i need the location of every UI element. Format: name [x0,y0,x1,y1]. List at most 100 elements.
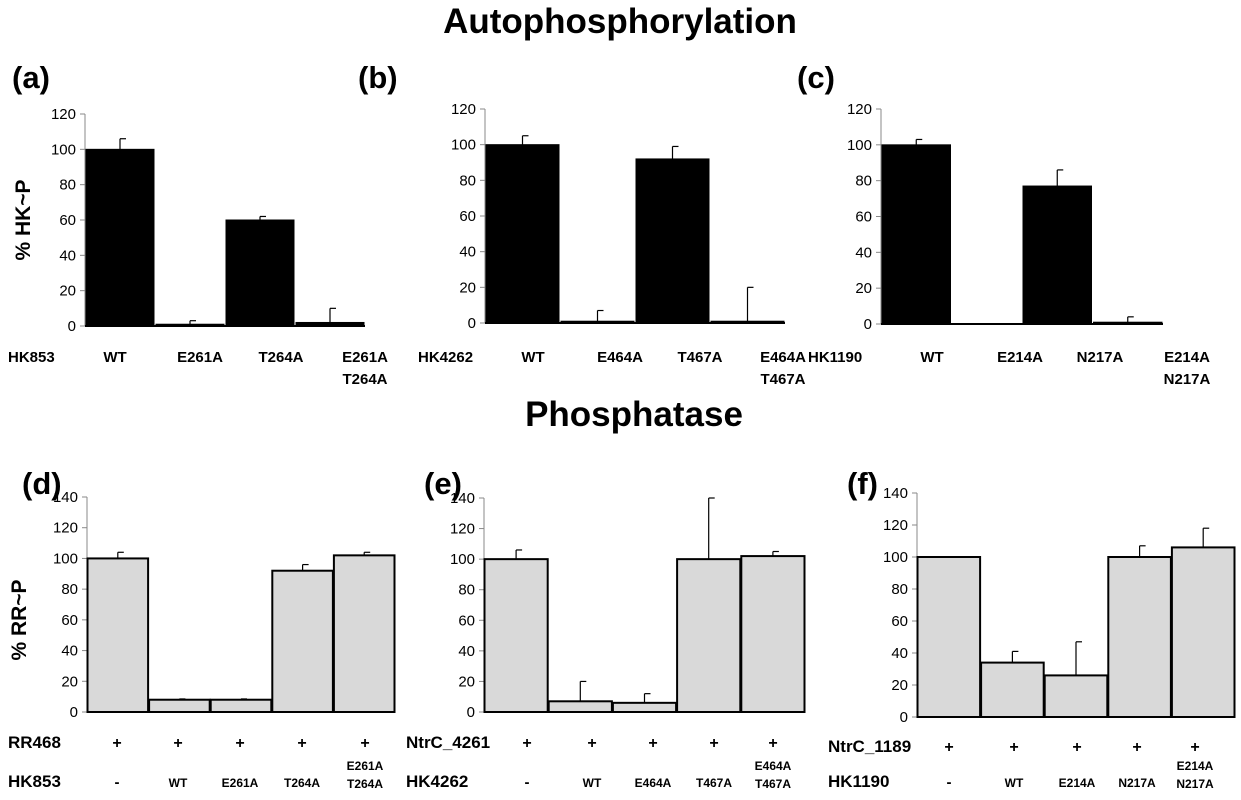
bar [225,219,295,327]
category-label: T467A [696,776,732,790]
y-tick-label: 60 [61,612,78,629]
category-label: WT [169,776,188,790]
y-tick-label: 120 [847,101,872,118]
bar [85,148,155,327]
y-tick-label: 140 [883,485,908,502]
category-label: E261A T264A [347,759,384,791]
category-label: N217A [1077,349,1124,366]
y-tick-label: 40 [855,244,872,261]
y-tick-label: 20 [59,283,76,300]
panel-letter: (e) [424,466,462,501]
category-label: WT [521,349,544,366]
y-tick-label: 80 [855,173,872,190]
row-label-2: HK853 [8,772,61,791]
row-label: NtrC_4261 [406,733,490,752]
y-tick-label: 0 [467,704,475,721]
y-tick-label: 80 [459,172,476,189]
plus-sign-label: + [1190,739,1199,756]
chart-panel-5: (e) 0 20 40 60 80 100 120 140 NtrC_4261 HK4262 + + + +… [406,466,806,791]
y-tick-label: 40 [458,643,475,660]
category-label: E464A T467A [755,759,792,791]
category-label: E464A [635,776,672,790]
y-tick-label: 80 [891,581,908,598]
panel-letter: (c) [797,60,835,95]
category-label: E464A T467A [760,349,806,388]
row-label: HK853 [8,349,55,366]
bar [1170,546,1236,719]
category-label: E464A [597,349,643,366]
category-label: WT [103,349,126,366]
category-label: N217A [1118,776,1156,790]
category-label: E214A [1059,776,1096,790]
plus-sign-label: + [235,735,244,752]
category-label: - [115,774,120,791]
y-tick-label: 60 [459,208,476,225]
y-tick-label: 0 [68,318,76,335]
row-label: RR468 [8,733,61,752]
section-title-phosphatase: Phosphatase [525,395,743,434]
category-label: E261A [222,776,259,790]
category-label: - [525,774,530,791]
plus-sign-label: + [522,735,531,752]
y-tick-label: 120 [450,521,475,538]
y-axis-label: % RR~P [8,579,31,660]
bar [740,555,806,713]
plus-sign-label: + [648,735,657,752]
y-tick-label: 80 [59,177,76,194]
category-label: E261A [177,349,223,366]
category-label: E214A N217A [1164,349,1211,388]
bar [271,569,334,714]
category-label: T264A [258,349,303,366]
y-tick-label: 60 [855,209,872,226]
y-tick-label: 120 [883,517,908,534]
y-tick-label: 40 [891,645,908,662]
bar [881,144,951,325]
y-tick-label: 60 [458,612,475,629]
bar [1043,674,1109,719]
y-tick-label: 140 [450,490,475,507]
y-tick-label: 20 [458,673,475,690]
row-label-2: HK1190 [828,772,889,791]
panel-letter: (f) [847,466,878,501]
category-label: E261A T264A [342,349,388,388]
bar [86,557,150,714]
y-tick-label: 0 [864,316,872,333]
row-label: HK4262 [418,349,473,366]
plus-sign-label: + [1132,739,1141,756]
row-label: HK1190 [808,349,862,366]
bar [1022,185,1092,325]
y-tick-label: 100 [883,549,908,566]
y-tick-label: 20 [61,673,78,690]
bar [209,698,273,714]
chart-panel-6: (f) 0 20 40 60 80 100 120 140 NtrC_1189 HK1190 + + + +… [828,466,1236,791]
y-tick-label: 60 [59,212,76,229]
bar [635,158,710,324]
bar [485,144,560,324]
y-tick-label: 80 [458,582,475,599]
section-title-autophosphorylation: Autophosphorylation [443,2,797,41]
plus-sign-label: + [360,735,369,752]
y-tick-label: 40 [459,244,476,261]
bar [916,556,982,718]
plus-sign-label: + [1009,739,1018,756]
y-tick-label: 40 [59,247,76,264]
y-tick-label: 120 [51,106,76,123]
plus-sign-label: + [709,735,718,752]
plus-sign-label: + [944,739,953,756]
plus-sign-label: + [1072,739,1081,756]
y-tick-label: 0 [70,704,78,721]
bar [676,558,742,714]
y-tick-label: 0 [900,709,908,726]
bar [332,554,396,713]
plus-sign-label: + [768,735,777,752]
y-tick-label: 0 [468,315,476,332]
panel-letter: (d) [22,466,62,501]
bar [148,698,211,714]
plus-sign-label: + [112,735,121,752]
y-tick-label: 20 [459,279,476,296]
bar [483,558,549,714]
bar [547,700,613,713]
